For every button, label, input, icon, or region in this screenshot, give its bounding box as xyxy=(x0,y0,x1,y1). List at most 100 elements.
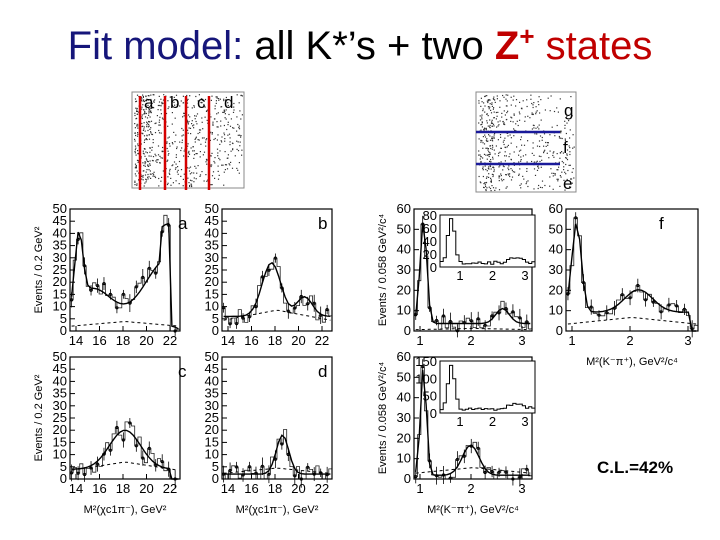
dalitz-point xyxy=(150,177,152,179)
dalitz-point xyxy=(134,152,136,154)
dalitz-point xyxy=(179,105,181,107)
dalitz-point xyxy=(162,146,164,149)
title-part-1: Fit model: xyxy=(67,24,244,68)
dalitz-point xyxy=(216,121,218,123)
dalitz-point xyxy=(183,150,185,152)
dalitz-point xyxy=(136,183,138,185)
dalitz-point xyxy=(142,104,144,106)
dalitz-point xyxy=(224,110,226,112)
dalitz-point xyxy=(523,178,525,180)
dalitz-point xyxy=(532,147,534,149)
inset-y-tick-label: 20 xyxy=(423,247,437,262)
dalitz-point xyxy=(167,107,169,110)
dalitz-point xyxy=(554,173,556,175)
dalitz-point xyxy=(533,168,536,170)
dalitz-point xyxy=(226,157,228,159)
panel-label: b xyxy=(318,214,327,233)
y-axis-label: Events / 0.2 GeV² xyxy=(33,226,45,313)
dalitz-point xyxy=(508,174,510,176)
dalitz-point xyxy=(134,132,136,134)
y-axis-label: Events / 0.058 GeV²/c⁴ xyxy=(377,362,389,475)
dalitz-point xyxy=(197,132,199,135)
dalitz-point xyxy=(205,161,207,163)
dalitz-point xyxy=(232,127,234,129)
dalitz-point xyxy=(196,172,198,174)
dalitz-point xyxy=(183,173,185,175)
dalitz-point xyxy=(136,123,138,125)
dalitz-point xyxy=(153,101,155,103)
dalitz-point xyxy=(538,128,540,130)
dalitz-point xyxy=(161,117,164,119)
dalitz-point xyxy=(544,109,546,111)
dalitz-point xyxy=(488,108,490,110)
dalitz-point xyxy=(509,173,511,175)
dalitz-point xyxy=(171,142,173,144)
dalitz-point xyxy=(210,184,212,186)
dalitz-point xyxy=(197,139,199,141)
dalitz-point xyxy=(539,112,541,114)
dalitz-point xyxy=(535,111,537,113)
dalitz-point xyxy=(523,144,526,146)
dalitz-point xyxy=(142,125,144,127)
dalitz-point xyxy=(134,184,136,186)
dalitz-point xyxy=(484,184,486,186)
dalitz-point xyxy=(484,128,486,130)
dalitz-point xyxy=(232,148,234,150)
dalitz-point xyxy=(148,108,150,110)
dalitz-point xyxy=(137,150,139,152)
dalitz-point xyxy=(217,152,219,154)
dalitz-point xyxy=(569,153,571,156)
y-tick-label: 10 xyxy=(53,447,67,462)
dalitz-point xyxy=(533,102,535,104)
dalitz-point xyxy=(502,169,504,171)
dalitz-point xyxy=(157,104,159,107)
dalitz-point xyxy=(478,175,480,178)
dalitz-point xyxy=(221,136,223,138)
dalitz-point xyxy=(565,132,567,135)
dalitz-point xyxy=(162,118,164,120)
dalitz-point xyxy=(560,132,562,134)
inset-plot-g: 150 100 50 0 1 2 3 xyxy=(415,354,536,429)
dalitz-point xyxy=(187,177,189,179)
dalitz-point xyxy=(538,140,541,142)
dalitz-point xyxy=(226,168,229,170)
dalitz-point xyxy=(191,185,193,188)
dalitz-point xyxy=(505,94,507,96)
dalitz-point xyxy=(187,145,189,147)
dalitz-point xyxy=(145,105,147,107)
dalitz-point xyxy=(143,109,145,111)
dalitz-point xyxy=(492,175,494,178)
dalitz-point xyxy=(534,133,536,135)
dalitz-point xyxy=(529,117,531,119)
dalitz-point xyxy=(173,96,175,98)
dalitz-point xyxy=(168,172,170,174)
dalitz-point xyxy=(510,96,512,98)
x-tick-label: 22 xyxy=(315,333,329,348)
dalitz-point xyxy=(146,98,148,100)
dalitz-point xyxy=(152,160,154,162)
dalitz-point xyxy=(144,163,146,165)
dalitz-point xyxy=(239,141,241,143)
dalitz-point xyxy=(239,110,241,112)
dalitz-point xyxy=(137,133,139,135)
dalitz-point xyxy=(487,148,489,150)
y-tick-label: 40 xyxy=(53,373,67,388)
dalitz-point xyxy=(547,144,549,146)
dalitz-point xyxy=(137,125,139,127)
dalitz-point xyxy=(573,146,575,148)
dalitz-point xyxy=(191,123,193,125)
dalitz-point xyxy=(189,166,192,168)
dalitz-point xyxy=(214,108,216,110)
dalitz-point xyxy=(485,139,487,141)
dalitz-point xyxy=(493,96,495,98)
dalitz-point xyxy=(510,168,512,170)
dalitz-point xyxy=(158,101,161,103)
dalitz-point xyxy=(144,148,146,150)
dalitz-point xyxy=(214,137,216,140)
dalitz-point xyxy=(560,176,562,178)
dalitz-point xyxy=(201,121,203,123)
dalitz-point xyxy=(493,125,495,127)
dalitz-point xyxy=(554,135,556,137)
dalitz-point xyxy=(168,153,170,155)
